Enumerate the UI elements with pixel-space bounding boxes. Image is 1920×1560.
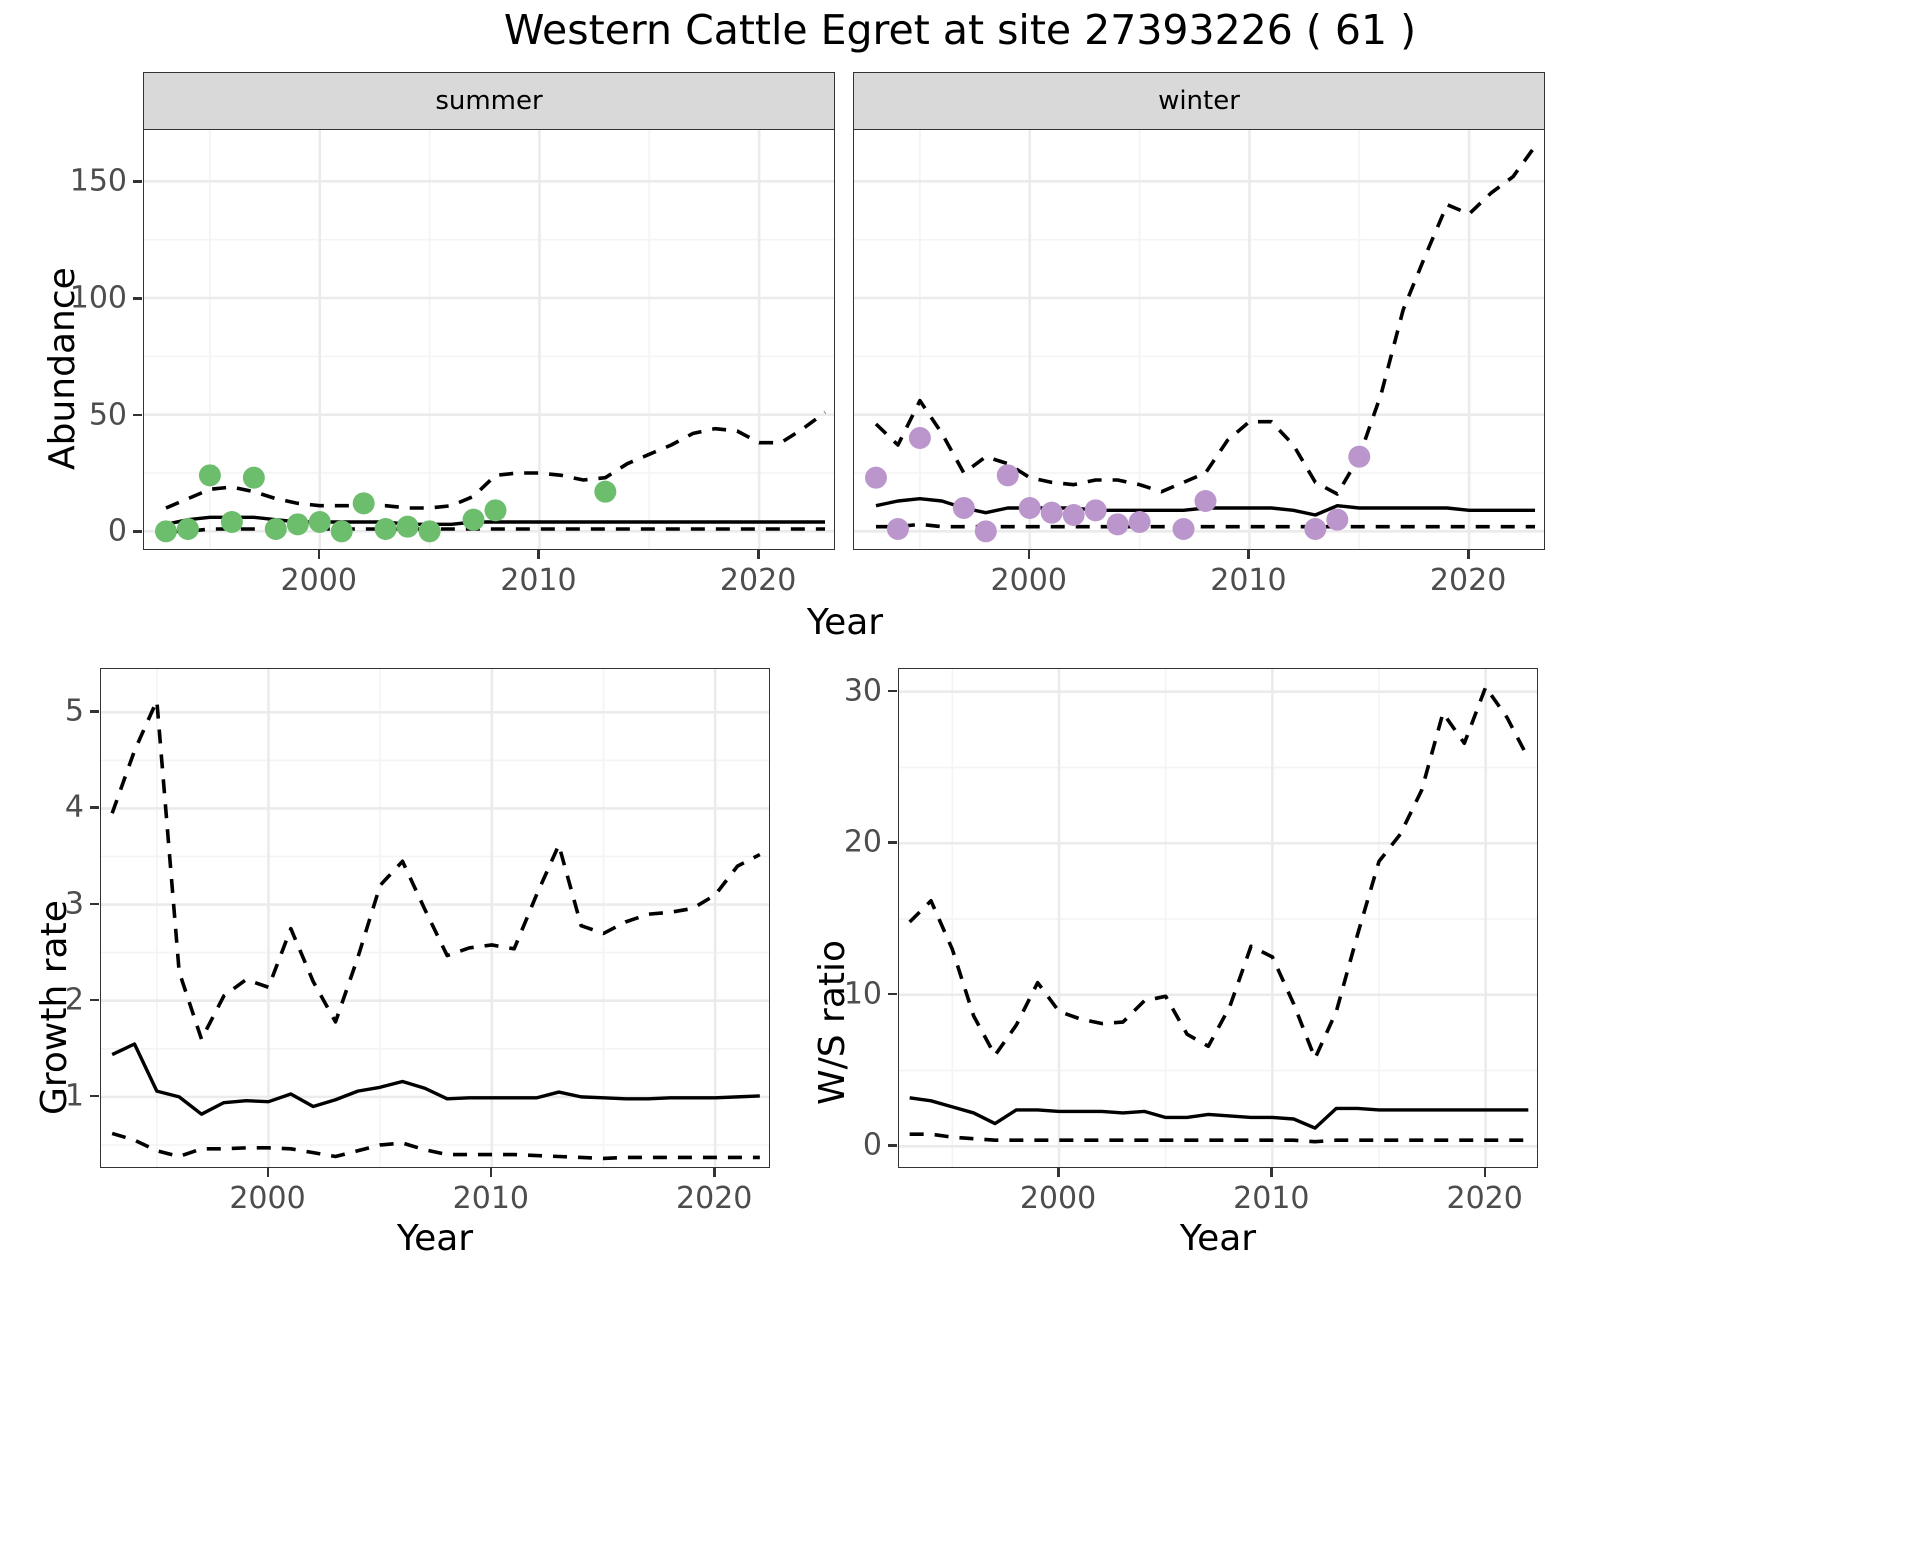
abundance-winter-xtick-label-1: 2010 [1210, 563, 1287, 598]
ws-ytick-mark-2 [888, 841, 897, 844]
page-title: Western Cattle Egret at site 27393226 ( … [503, 6, 1417, 54]
growth-xtick-mark-0 [266, 1168, 269, 1177]
abundance-winter-xtick-mark-1 [1247, 550, 1250, 559]
growth-xtick-label-2: 2020 [675, 1181, 753, 1216]
facet-strip-winter-label: winter [1158, 86, 1240, 116]
abundance-winter-xtick-label-2: 2020 [1429, 563, 1507, 598]
ws-xtick-mark-2 [1483, 1168, 1487, 1177]
ws-ytick-mark-0 [888, 1144, 897, 1147]
abundance-winter-xtick-label-0: 2000 [990, 563, 1067, 598]
abundance-summer-xtick-mark-1 [537, 550, 540, 559]
ws-ytick-mark-3 [888, 689, 897, 693]
abundance-ytick-label-2: 100 [69, 280, 127, 316]
abundance-ytick-label-1: 50 [88, 397, 127, 433]
growth-ytick-mark-0 [90, 1094, 99, 1098]
ws-y-axis-title: W/S ratio [812, 939, 853, 1105]
growth-ytick-mark-2 [90, 902, 99, 906]
ws-xtick-label-1: 2010 [1233, 1181, 1310, 1216]
growth-xtick-label-0: 2000 [229, 1181, 306, 1216]
growth-x-axis-title: Year [396, 1218, 474, 1259]
facet-strip-summer-label: summer [435, 86, 543, 116]
growth-xtick-label-1: 2010 [452, 1181, 530, 1216]
abundance-winter-plot [853, 130, 1545, 550]
growth-rate-plot [100, 668, 770, 1168]
abundance-ytick-label-3: 150 [69, 163, 127, 199]
growth-ytick-label-1: 2 [64, 982, 84, 1018]
abundance-ytick-mark-3 [133, 180, 142, 183]
abundance-x-axis-title: Year [806, 602, 884, 643]
ws-ytick-label-0: 0 [862, 1127, 882, 1163]
abundance-summer-xtick-label-1: 2010 [500, 563, 577, 598]
growth-ytick-mark-1 [90, 998, 99, 1002]
abundance-ytick-mark-2 [133, 297, 142, 300]
abundance-ytick-label-0: 0 [107, 513, 127, 549]
growth-ytick-label-2: 3 [64, 886, 84, 922]
abundance-summer-xtick-label-2: 2020 [719, 563, 797, 598]
abundance-winter-xtick-mark-2 [1467, 550, 1470, 559]
facet-strip-winter: winter [853, 72, 1545, 130]
abundance-summer-xtick-mark-2 [757, 550, 760, 559]
ws-xtick-label-0: 2000 [1019, 1181, 1097, 1216]
ws-ratio-plot [898, 668, 1538, 1168]
ws-xtick-mark-0 [1057, 1168, 1060, 1177]
facet-strip-summer: summer [143, 72, 835, 130]
abundance-summer-xtick-label-0: 2000 [280, 563, 357, 598]
abundance-winter-xtick-mark-0 [1027, 550, 1031, 559]
abundance-summer-plot [143, 130, 835, 550]
ws-x-axis-title: Year [1179, 1218, 1257, 1259]
growth-xtick-mark-2 [713, 1168, 716, 1177]
ws-ytick-mark-1 [888, 992, 897, 996]
ws-ytick-label-2: 20 [843, 824, 882, 860]
ws-ytick-label-1: 10 [843, 976, 882, 1012]
abundance-ytick-mark-0 [133, 530, 142, 533]
ws-xtick-label-2: 2020 [1446, 1181, 1523, 1216]
growth-ytick-mark-4 [90, 710, 99, 713]
ws-xtick-mark-1 [1270, 1168, 1273, 1177]
abundance-summer-xtick-mark-0 [317, 550, 321, 559]
growth-ytick-label-0: 1 [64, 1078, 84, 1114]
growth-ytick-label-3: 4 [64, 789, 84, 825]
abundance-ytick-mark-1 [133, 413, 142, 417]
growth-ytick-mark-3 [90, 806, 99, 809]
growth-xtick-mark-1 [489, 1168, 493, 1177]
growth-ytick-label-4: 5 [64, 693, 84, 729]
ws-ytick-label-3: 30 [843, 673, 882, 709]
